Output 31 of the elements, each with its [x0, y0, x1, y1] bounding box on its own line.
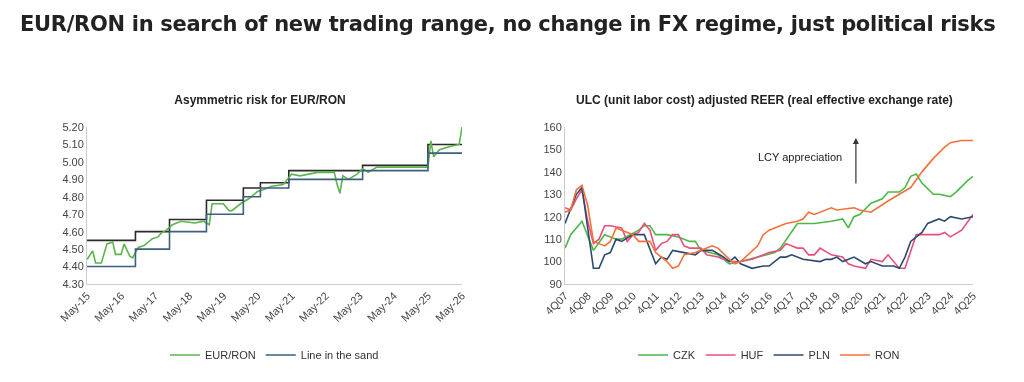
y-tick-label: 130 — [543, 188, 562, 201]
y-tick-label: 4.60 — [62, 225, 84, 238]
chart-title: ULC (unit labor cost) adjusted REER (real effective exchange rate) — [576, 92, 953, 107]
y-tick-label: 120 — [543, 210, 562, 223]
legend-label: Line in the sand — [300, 349, 379, 362]
legend-label: EUR/RON — [205, 349, 256, 362]
legend-label: HUF — [740, 349, 764, 362]
y-tick-label: 4.90 — [62, 173, 84, 186]
legend-label: CZK — [673, 349, 696, 362]
line-series — [565, 139, 973, 270]
y-tick-label: 90 — [549, 277, 562, 290]
y-tick-label: 140 — [543, 165, 562, 178]
legend-label: RON — [875, 349, 900, 362]
y-tick-label: 160 — [543, 120, 562, 133]
y-tick-label: 4.80 — [62, 190, 84, 203]
y-tick-label: 4.50 — [62, 242, 84, 255]
y-tick-label: 4.70 — [62, 208, 84, 221]
text: EUR/RON in search of new trading range, no change in FX regime, just political risks — [20, 12, 997, 38]
y-tick-label: 100 — [543, 255, 562, 268]
y-tick-label: 5.10 — [62, 138, 84, 151]
line-series — [565, 173, 973, 265]
y-tick-label: 150 — [543, 143, 562, 156]
y-tick-label: 5.20 — [62, 120, 84, 133]
y-tick-label: 110 — [544, 232, 562, 245]
y-tick-label: 4.40 — [62, 260, 84, 273]
legend-label: PLN — [808, 349, 831, 362]
y-tick-label: 4.30 — [62, 277, 84, 290]
y-tick-label: 5.00 — [62, 155, 84, 168]
line-series — [87, 127, 462, 264]
annotation: LCY appreciation — [758, 151, 843, 163]
chart-title: Asymmetric risk for EUR/RON — [174, 92, 346, 107]
